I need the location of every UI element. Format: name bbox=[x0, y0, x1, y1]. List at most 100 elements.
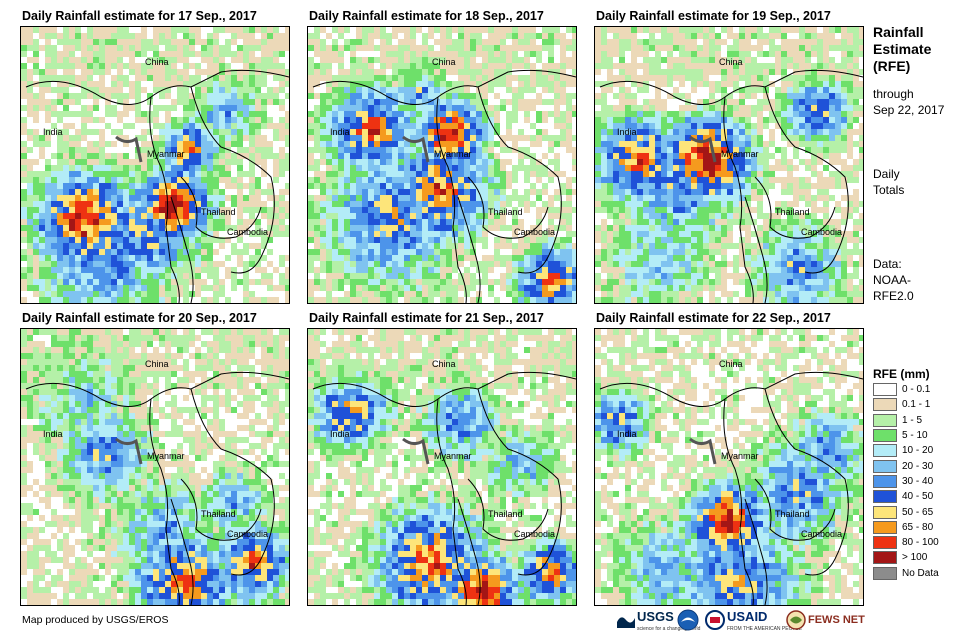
legend-label: No Data bbox=[902, 567, 939, 579]
legend-swatch bbox=[873, 536, 897, 550]
usaid-seal-icon bbox=[705, 610, 725, 630]
map-panel-sep-19: Daily Rainfall estimate for 19 Sep., 201… bbox=[594, 6, 864, 304]
legend-swatch bbox=[873, 474, 897, 488]
usgs-tagline: science for a changing world bbox=[637, 626, 701, 632]
legend-item: 0 - 0.1 bbox=[873, 382, 939, 397]
legend-swatch bbox=[873, 413, 897, 427]
usgs-wave-icon bbox=[617, 617, 635, 628]
map-label-india: India bbox=[43, 127, 63, 137]
legend-swatch bbox=[873, 490, 897, 504]
map-label-myanmar: Myanmar bbox=[147, 149, 185, 159]
data-label: Data: bbox=[873, 257, 902, 271]
panel-title: Daily Rainfall estimate for 17 Sep., 201… bbox=[22, 9, 257, 23]
legend-item: 50 - 65 bbox=[873, 504, 939, 519]
rainfall-raster bbox=[595, 329, 863, 605]
rainfall-raster bbox=[595, 27, 863, 303]
map-label-india: India bbox=[43, 429, 63, 439]
map-label-myanmar: Myanmar bbox=[434, 149, 472, 159]
map-label-cambodia: Cambodia bbox=[514, 529, 556, 539]
map-label-myanmar: Myanmar bbox=[721, 451, 759, 461]
map-label-thailand: Thailand bbox=[775, 509, 810, 519]
legend-item: 1 - 5 bbox=[873, 413, 939, 428]
map-panel-sep-17: Daily Rainfall estimate for 17 Sep., 201… bbox=[20, 6, 290, 304]
rainfall-raster bbox=[21, 27, 289, 303]
map-panel-sep-22: Daily Rainfall estimate for 22 Sep., 201… bbox=[594, 308, 864, 606]
legend-label: 0 - 0.1 bbox=[902, 384, 931, 396]
map-label-cambodia: Cambodia bbox=[514, 227, 556, 237]
data-source-line1: NOAA- bbox=[873, 273, 912, 287]
legend-label: > 100 bbox=[902, 552, 928, 564]
legend-label: 1 - 5 bbox=[902, 414, 923, 426]
totals-label: Totals bbox=[873, 183, 905, 197]
map-credit: Map produced by USGS/EROS bbox=[22, 614, 169, 626]
legend-label: 10 - 20 bbox=[902, 445, 934, 457]
legend-swatch bbox=[873, 551, 897, 565]
legend-item: 5 - 10 bbox=[873, 428, 939, 443]
rainfall-map: China India Myanmar Thailand Cambodia bbox=[20, 26, 290, 304]
panel-title: Daily Rainfall estimate for 19 Sep., 201… bbox=[596, 9, 831, 23]
rainfall-map: China India Myanmar Thailand Cambodia bbox=[307, 328, 577, 606]
through-label: through bbox=[873, 87, 914, 101]
rainfall-map: China India Myanmar Thailand Cambodia bbox=[594, 328, 864, 606]
map-panel-sep-18: Daily Rainfall estimate for 18 Sep., 201… bbox=[307, 6, 577, 304]
map-label-china: China bbox=[145, 57, 169, 67]
legend-swatch bbox=[873, 383, 897, 397]
usgs-logo: USGS science for a changing world bbox=[617, 607, 700, 633]
map-label-india: India bbox=[617, 429, 637, 439]
through-date: Sep 22, 2017 bbox=[873, 103, 945, 117]
sidebar-title-line1: Rainfall bbox=[873, 24, 924, 40]
map-label-china: China bbox=[145, 359, 169, 369]
usaid-logo-text: USAID bbox=[727, 609, 768, 624]
rainfall-map: China India Myanmar Thailand Cambodia bbox=[594, 26, 864, 304]
usgs-logo-text: USGS bbox=[637, 609, 674, 624]
sidebar-through: through Sep 22, 2017 bbox=[873, 86, 944, 118]
legend-label: 5 - 10 bbox=[902, 430, 928, 442]
legend-item: 40 - 50 bbox=[873, 489, 939, 504]
noaa-logo bbox=[677, 607, 699, 633]
panel-title: Daily Rainfall estimate for 20 Sep., 201… bbox=[22, 311, 257, 325]
fews-net-globe-icon bbox=[786, 610, 806, 630]
map-panel-sep-21: Daily Rainfall estimate for 21 Sep., 201… bbox=[307, 308, 577, 606]
legend-item: > 100 bbox=[873, 550, 939, 565]
legend-label: 30 - 40 bbox=[902, 475, 934, 487]
legend-rows: 0 - 0.1 0.1 - 1 1 - 5 5 - 10 10 - 20 20 - 30 3… bbox=[873, 382, 939, 581]
usaid-tagline: FROM THE AMERICAN PEOPLE bbox=[727, 626, 802, 632]
rfe-legend: RFE (mm) 0 - 0.1 0.1 - 1 1 - 5 5 - 10 10 - 2… bbox=[873, 366, 939, 581]
map-label-india: India bbox=[617, 127, 637, 137]
legend-label: 20 - 30 bbox=[902, 460, 934, 472]
legend-swatch bbox=[873, 505, 897, 519]
data-source-line2: RFE2.0 bbox=[873, 289, 914, 303]
map-label-china: China bbox=[432, 359, 456, 369]
legend-item: 0.1 - 1 bbox=[873, 397, 939, 412]
map-label-india: India bbox=[330, 429, 350, 439]
map-label-thailand: Thailand bbox=[775, 207, 810, 217]
legend-item: 65 - 80 bbox=[873, 520, 939, 535]
legend-swatch bbox=[873, 429, 897, 443]
rainfall-raster bbox=[21, 329, 289, 605]
map-label-china: China bbox=[432, 57, 456, 67]
panel-title: Daily Rainfall estimate for 18 Sep., 201… bbox=[309, 9, 544, 23]
map-label-cambodia: Cambodia bbox=[801, 529, 843, 539]
legend-title: RFE (mm) bbox=[873, 367, 930, 381]
legend-item: 80 - 100 bbox=[873, 535, 939, 550]
map-label-thailand: Thailand bbox=[488, 509, 523, 519]
map-label-cambodia: Cambodia bbox=[801, 227, 843, 237]
sidebar-data-source: Data: NOAA- RFE2.0 bbox=[873, 256, 914, 304]
map-label-cambodia: Cambodia bbox=[227, 227, 269, 237]
map-label-thailand: Thailand bbox=[488, 207, 523, 217]
rainfall-raster bbox=[308, 329, 576, 605]
rainfall-map: China India Myanmar Thailand Cambodia bbox=[20, 328, 290, 606]
legend-item: 10 - 20 bbox=[873, 443, 939, 458]
usaid-logo: USAID FROM THE AMERICAN PEOPLE bbox=[705, 607, 802, 633]
legend-swatch bbox=[873, 566, 897, 580]
sidebar-title-line3: (RFE) bbox=[873, 58, 911, 74]
legend-swatch bbox=[873, 444, 897, 458]
legend-swatch bbox=[873, 459, 897, 473]
legend-item: No Data bbox=[873, 566, 939, 581]
fews-net-logo: FEWS NET bbox=[786, 607, 865, 633]
map-label-cambodia: Cambodia bbox=[227, 529, 269, 539]
legend-item: 20 - 30 bbox=[873, 458, 939, 473]
map-label-india: India bbox=[330, 127, 350, 137]
rainfall-raster bbox=[308, 27, 576, 303]
panel-title: Daily Rainfall estimate for 21 Sep., 201… bbox=[309, 311, 544, 325]
